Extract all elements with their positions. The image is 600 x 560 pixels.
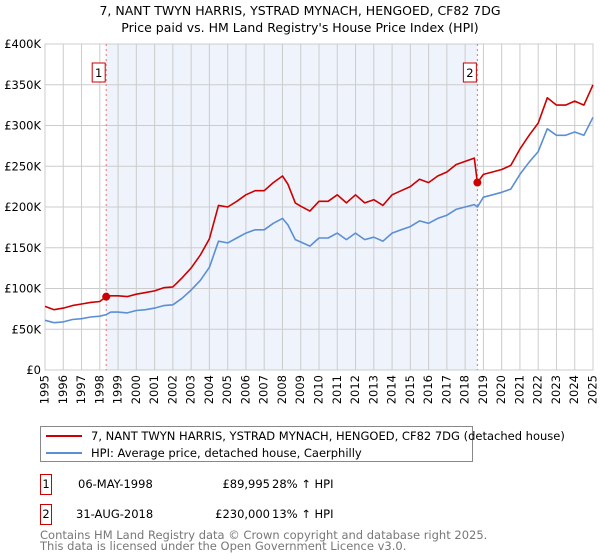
chart-subtitle: Price paid vs. HM Land Registry's House …	[121, 20, 479, 35]
x-tick-label: 2025	[586, 375, 600, 404]
x-tick-label: 2024	[567, 375, 581, 404]
x-tick-label: 2005	[220, 375, 234, 404]
x-tick-label: 1999	[111, 375, 125, 404]
x-tick-label: 1996	[56, 375, 70, 404]
legend-label: HPI: Average price, detached house, Caer…	[91, 446, 362, 460]
transaction-row: 1 06-MAY-1998 £89,995 28% ↑ HPI	[40, 474, 440, 495]
transaction-price: £89,995	[222, 477, 270, 491]
sale-point	[473, 178, 482, 187]
y-tick-label: £100K	[4, 282, 41, 296]
x-tick-label: 2014	[385, 375, 399, 404]
y-tick-label: £150K	[4, 241, 41, 255]
sale-badge-label: 1	[95, 66, 102, 80]
price-chart: 1995 1996 1997 1998 1999 2000 2001 2002 2003 2004…	[4, 37, 600, 404]
x-tick-label: 2013	[366, 375, 380, 404]
transaction-date: 06-MAY-1998	[78, 477, 153, 491]
x-tick-label: 2000	[129, 375, 143, 404]
legend-swatch-blue	[46, 452, 82, 454]
legend-item-property: 7, NANT TWYN HARRIS, YSTRAD MYNACH, HENG…	[41, 428, 565, 444]
x-tick-label: 2003	[184, 375, 198, 404]
x-tick-label: 2007	[257, 375, 271, 404]
sale-badge	[91, 62, 106, 83]
y-tick-label: £300K	[4, 119, 41, 133]
x-tick-label: 2018	[458, 375, 472, 404]
x-tick-label: 1998	[92, 375, 106, 404]
transaction-hpi: 13% ↑ HPI	[272, 507, 334, 521]
legend-item-hpi: HPI: Average price, detached house, Caer…	[41, 445, 362, 461]
x-tick-label: 2016	[421, 375, 435, 404]
x-tick-label: 1995	[38, 375, 52, 404]
x-tick-label: 2009	[293, 375, 307, 404]
x-tick-label: 2019	[476, 375, 490, 404]
series-line	[44, 116, 594, 324]
transaction-row: 2 31-AUG-2018 £230,000 13% ↑ HPI	[40, 504, 440, 525]
x-tick-label: 2011	[330, 375, 344, 404]
legend-swatch-red	[46, 435, 82, 437]
transaction-date: 31-AUG-2018	[76, 507, 154, 521]
x-tick-label: 2020	[494, 375, 508, 404]
sale-badge-label: 2	[466, 66, 473, 80]
y-tick-label: £200K	[4, 200, 41, 214]
attribution-line-1: Contains HM Land Registry data © Crown c…	[40, 528, 488, 542]
x-tick-label: 2008	[275, 375, 289, 404]
x-tick-label: 2002	[165, 375, 179, 404]
series-line	[44, 84, 594, 311]
x-tick-label: 2004	[202, 375, 216, 404]
x-tick-label: 2012	[348, 375, 362, 404]
y-tick-label: £350K	[4, 78, 41, 92]
attribution: Contains HM Land Registry data © Crown c…	[40, 528, 488, 553]
transaction-badge: 2	[40, 504, 52, 525]
chart-legend: 7, NANT TWYN HARRIS, YSTRAD MYNACH, HENG…	[40, 426, 565, 462]
y-tick-label: £50K	[12, 322, 42, 336]
x-tick-label: 2022	[531, 375, 545, 404]
x-tick-label: 2017	[439, 375, 453, 404]
x-tick-label: 2006	[238, 375, 252, 404]
x-tick-label: 2015	[403, 375, 417, 404]
transaction-badge: 1	[40, 474, 52, 495]
x-tick-label: 2010	[312, 375, 326, 404]
sale-point	[102, 292, 111, 301]
transaction-price: £230,000	[215, 507, 270, 521]
y-tick-label: £400K	[4, 37, 41, 51]
x-tick-label: 2021	[512, 375, 526, 404]
legend-label: 7, NANT TWYN HARRIS, YSTRAD MYNACH, HENG…	[91, 429, 565, 443]
sale-badge	[462, 62, 477, 83]
x-tick-label: 2023	[549, 375, 563, 404]
y-tick-label: £250K	[4, 159, 41, 173]
plot-border	[44, 43, 594, 371]
x-tick-label: 1997	[74, 375, 88, 404]
chart-title: 7, NANT TWYN HARRIS, YSTRAD MYNACH, HENG…	[99, 3, 501, 18]
transaction-hpi: 28% ↑ HPI	[272, 477, 334, 491]
attribution-line-2: This data is licensed under the Open Gov…	[40, 539, 407, 553]
x-tick-label: 2001	[147, 375, 161, 404]
y-tick-label: £0	[26, 363, 41, 377]
